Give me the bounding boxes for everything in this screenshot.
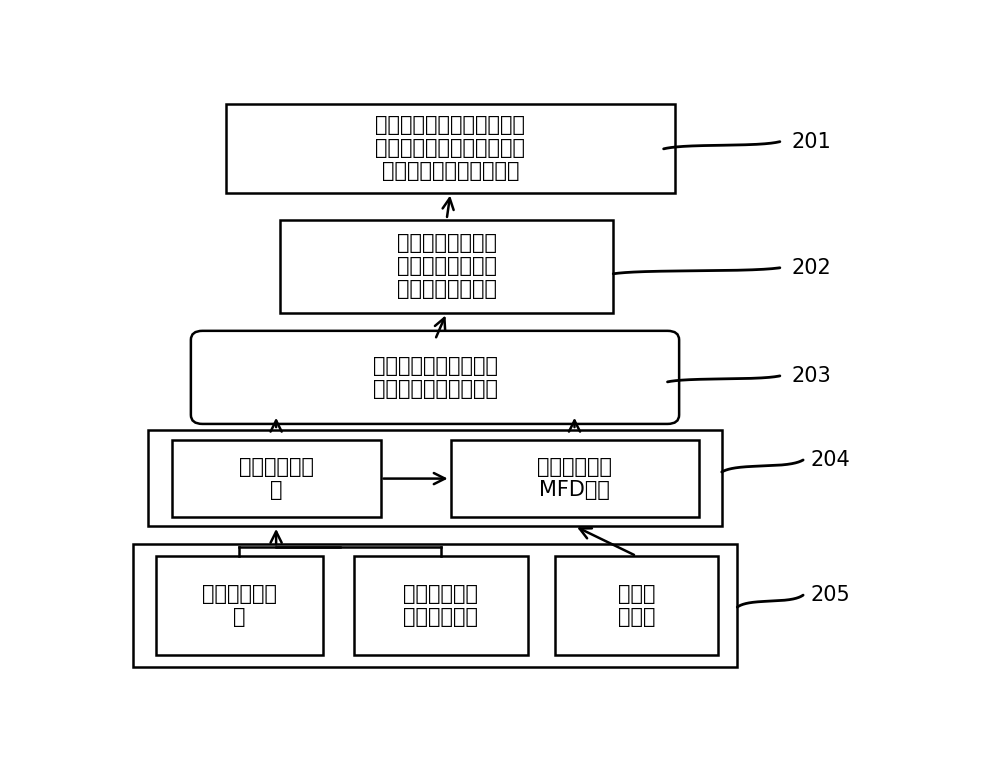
- Text: 204: 204: [811, 450, 851, 470]
- Text: 不同子区自身
MFD属性: 不同子区自身 MFD属性: [537, 457, 612, 500]
- FancyBboxPatch shape: [191, 331, 679, 424]
- Bar: [172, 440, 381, 517]
- Bar: [226, 104, 675, 193]
- Bar: [280, 220, 613, 313]
- Text: 路网中的重要
路段，交叉口: 路网中的重要 路段，交叉口: [403, 584, 478, 627]
- Text: 使得核心区域与邻近区域交
通密度趋于一致时的邻近区
域可增加的车辆容纳能力: 使得核心区域与邻近区域交 通密度趋于一致时的邻近区 域可增加的车辆容纳能力: [376, 115, 526, 182]
- Text: 得到不同子区的关键交
通密度，并得到其差值: 得到不同子区的关键交 通密度，并得到其差值: [372, 356, 498, 399]
- Bar: [148, 430, 722, 526]
- Text: 交通子区的划
分: 交通子区的划 分: [239, 457, 314, 500]
- Bar: [156, 556, 323, 655]
- Text: 203: 203: [792, 366, 831, 386]
- Text: 201: 201: [792, 132, 831, 151]
- Bar: [555, 556, 718, 655]
- Bar: [450, 440, 698, 517]
- Bar: [133, 544, 737, 667]
- Text: 容纳核心区溢出车
辆数的交通小区自
身的路网平均密度: 容纳核心区溢出车 辆数的交通小区自 身的路网平均密度: [397, 233, 497, 300]
- Text: 205: 205: [811, 585, 851, 605]
- Bar: [354, 556, 528, 655]
- Text: 路网的网络结
构: 路网的网络结 构: [202, 584, 277, 627]
- Text: 202: 202: [792, 257, 831, 278]
- Text: 加载交
通流量: 加载交 通流量: [618, 584, 655, 627]
